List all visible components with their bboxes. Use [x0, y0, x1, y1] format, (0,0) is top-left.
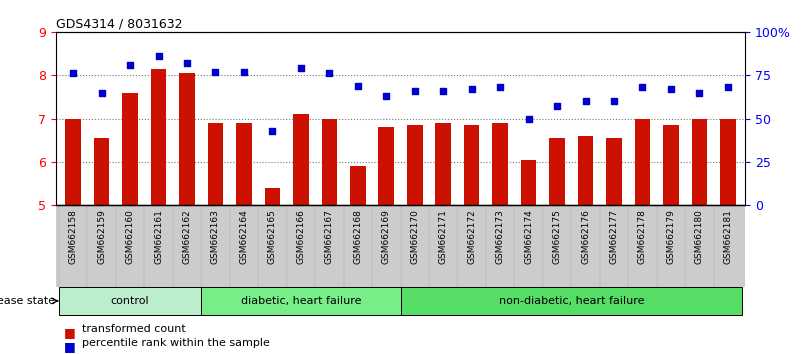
Text: GSM662161: GSM662161: [154, 209, 163, 264]
Text: GSM662171: GSM662171: [439, 209, 448, 264]
Bar: [201, 287, 400, 315]
Point: [437, 88, 449, 94]
Text: GSM662166: GSM662166: [296, 209, 305, 264]
Text: control: control: [111, 296, 150, 306]
Text: disease state: disease state: [0, 296, 55, 306]
Text: GSM662178: GSM662178: [638, 209, 647, 264]
Text: GSM662173: GSM662173: [496, 209, 505, 264]
Point: [579, 98, 592, 104]
Bar: [436, 123, 451, 205]
Point: [209, 69, 222, 75]
Bar: [207, 123, 223, 205]
Text: GSM662175: GSM662175: [553, 209, 562, 264]
Bar: [66, 119, 81, 205]
Point: [95, 90, 108, 96]
Text: percentile rank within the sample: percentile rank within the sample: [82, 338, 270, 348]
Bar: [94, 138, 110, 205]
Bar: [578, 136, 594, 205]
Point: [380, 93, 392, 99]
Bar: [549, 138, 565, 205]
Text: GSM662181: GSM662181: [723, 209, 732, 264]
Text: GSM662162: GSM662162: [183, 209, 191, 264]
Text: GSM662164: GSM662164: [239, 209, 248, 264]
Text: GSM662170: GSM662170: [410, 209, 419, 264]
Point: [550, 104, 563, 109]
Text: GDS4314 / 8031632: GDS4314 / 8031632: [56, 18, 183, 31]
Point: [665, 86, 678, 92]
Bar: [400, 287, 742, 315]
Text: GSM662163: GSM662163: [211, 209, 220, 264]
Text: ■: ■: [64, 326, 76, 339]
Point: [693, 90, 706, 96]
Text: GSM662159: GSM662159: [97, 209, 106, 264]
Point: [409, 88, 421, 94]
Bar: [179, 73, 195, 205]
Point: [66, 71, 79, 76]
Point: [180, 60, 193, 66]
Bar: [634, 119, 650, 205]
Bar: [123, 93, 138, 205]
Point: [123, 62, 136, 68]
Point: [522, 116, 535, 121]
Text: GSM662172: GSM662172: [467, 209, 476, 264]
Bar: [691, 119, 707, 205]
Point: [722, 85, 735, 90]
Bar: [493, 123, 508, 205]
Bar: [606, 138, 622, 205]
Bar: [151, 69, 167, 205]
Point: [323, 71, 336, 76]
Point: [493, 85, 506, 90]
Text: GSM662167: GSM662167: [325, 209, 334, 264]
Text: GSM662176: GSM662176: [581, 209, 590, 264]
Bar: [720, 119, 735, 205]
Point: [266, 128, 279, 133]
Bar: [663, 125, 678, 205]
Bar: [321, 119, 337, 205]
Text: ■: ■: [64, 340, 76, 353]
Bar: [350, 166, 365, 205]
Point: [152, 53, 165, 59]
Text: GSM662179: GSM662179: [666, 209, 675, 264]
Point: [352, 83, 364, 88]
Bar: [378, 127, 394, 205]
Point: [465, 86, 478, 92]
Text: non-diabetic, heart failure: non-diabetic, heart failure: [498, 296, 644, 306]
Text: GSM662168: GSM662168: [353, 209, 362, 264]
Bar: [464, 125, 480, 205]
Text: transformed count: transformed count: [82, 324, 186, 334]
Bar: [59, 287, 201, 315]
Bar: [264, 188, 280, 205]
Point: [608, 98, 621, 104]
Text: GSM662177: GSM662177: [610, 209, 618, 264]
Bar: [407, 125, 423, 205]
Bar: [521, 160, 537, 205]
Text: GSM662158: GSM662158: [69, 209, 78, 264]
Bar: [236, 123, 252, 205]
Bar: [293, 114, 308, 205]
Text: diabetic, heart failure: diabetic, heart failure: [240, 296, 361, 306]
Point: [238, 69, 251, 75]
Text: GSM662160: GSM662160: [126, 209, 135, 264]
Text: GSM662169: GSM662169: [382, 209, 391, 264]
Text: GSM662165: GSM662165: [268, 209, 277, 264]
Point: [295, 65, 308, 71]
Point: [636, 85, 649, 90]
Text: GSM662174: GSM662174: [524, 209, 533, 264]
Text: GSM662180: GSM662180: [695, 209, 704, 264]
